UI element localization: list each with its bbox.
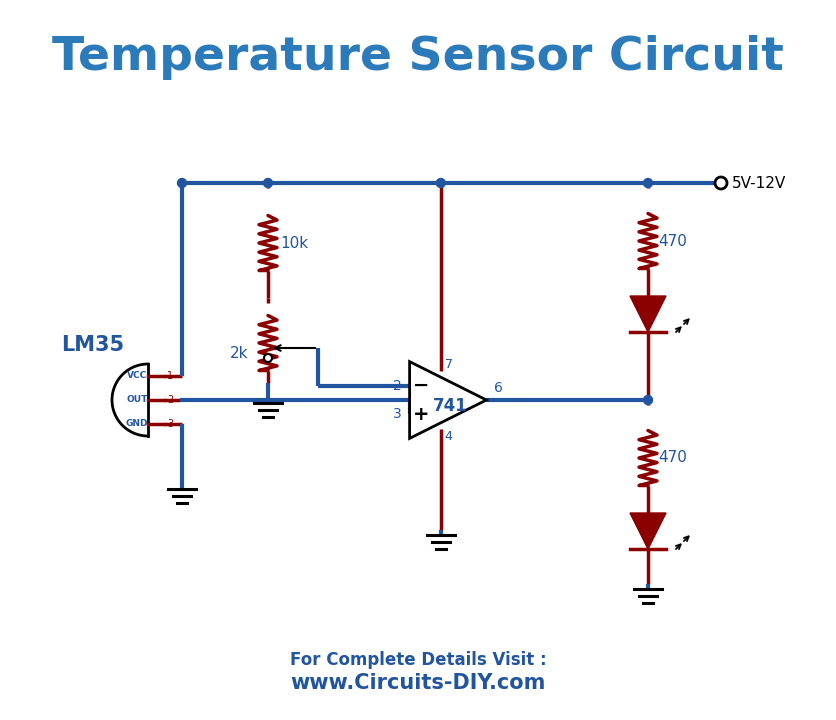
Text: OUT: OUT bbox=[126, 395, 148, 405]
Circle shape bbox=[177, 179, 186, 187]
Text: 741: 741 bbox=[432, 397, 467, 415]
Circle shape bbox=[715, 177, 727, 189]
Circle shape bbox=[644, 395, 653, 405]
Circle shape bbox=[436, 179, 446, 187]
Text: 2k: 2k bbox=[230, 346, 248, 361]
Circle shape bbox=[264, 354, 272, 362]
Text: LM35: LM35 bbox=[61, 335, 125, 355]
Text: GND: GND bbox=[125, 420, 148, 428]
Text: 10k: 10k bbox=[280, 235, 308, 251]
Text: 6: 6 bbox=[494, 381, 503, 395]
Text: 2: 2 bbox=[167, 395, 173, 405]
Text: 470: 470 bbox=[658, 233, 687, 248]
Polygon shape bbox=[630, 513, 666, 549]
Text: For Complete Details Visit :: For Complete Details Visit : bbox=[290, 651, 546, 669]
Text: −: − bbox=[414, 376, 430, 395]
Text: 3: 3 bbox=[167, 419, 173, 429]
Text: 1: 1 bbox=[167, 371, 173, 381]
Circle shape bbox=[263, 179, 273, 187]
Circle shape bbox=[644, 179, 653, 187]
Text: VCC: VCC bbox=[127, 372, 147, 380]
Text: Temperature Sensor Circuit: Temperature Sensor Circuit bbox=[52, 35, 784, 81]
Polygon shape bbox=[630, 296, 666, 332]
Text: 470: 470 bbox=[658, 451, 687, 466]
Text: www.Circuits-DIY.com: www.Circuits-DIY.com bbox=[290, 673, 546, 693]
Text: 5V-12V: 5V-12V bbox=[732, 176, 786, 191]
Text: 7: 7 bbox=[445, 358, 453, 371]
Text: +: + bbox=[413, 405, 430, 424]
Text: 2: 2 bbox=[393, 379, 401, 392]
Text: 3: 3 bbox=[393, 408, 401, 421]
Text: 4: 4 bbox=[445, 430, 452, 443]
Polygon shape bbox=[410, 361, 487, 438]
